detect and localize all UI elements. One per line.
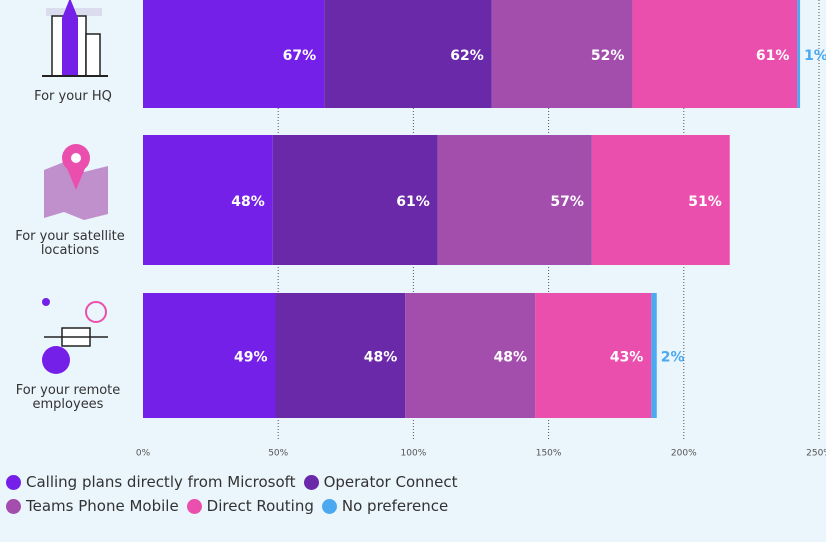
legend: Calling plans directly from Microsoft Ope… (6, 470, 646, 518)
legend-label: Operator Connect (323, 473, 458, 491)
legend-swatch (6, 474, 21, 490)
legend-label: No preference (341, 497, 449, 515)
data-label: 48% (364, 350, 398, 366)
legend-label: Teams Phone Mobile (26, 497, 179, 515)
legend-item: Operator Connect (303, 470, 458, 494)
x-tick-label: 0% (136, 449, 151, 459)
bar-segment (437, 135, 592, 265)
bar-segment (143, 0, 325, 108)
bar-segment (632, 0, 798, 108)
data-label: 48% (494, 350, 528, 366)
bar-segment (324, 0, 492, 108)
data-label: 52% (591, 48, 625, 64)
category-label: For your HQ (34, 89, 112, 104)
legend-item: Direct Routing (186, 494, 314, 518)
legend-label: Calling plans directly from Microsoft (26, 473, 296, 491)
bar-segment (272, 135, 438, 265)
legend-swatch (321, 498, 337, 514)
legend-item: Calling plans directly from Microsoft (6, 470, 296, 494)
bar-segment (491, 0, 633, 108)
x-tick-label: 50% (268, 449, 288, 459)
data-label: 61% (756, 48, 790, 64)
data-label: 62% (450, 48, 484, 64)
icon-satellite (44, 144, 108, 220)
legend-label: Direct Routing (206, 497, 314, 515)
bar-segment (405, 293, 536, 418)
bar-segment (275, 293, 406, 418)
legend-swatch (186, 498, 202, 514)
data-label: 2% (661, 350, 685, 366)
bar-segment (591, 135, 730, 265)
data-label: 51% (688, 194, 722, 210)
legend-swatch (303, 474, 319, 490)
bar-segment (535, 293, 652, 418)
x-tick-label: 100% (401, 449, 427, 459)
bar-segment (651, 293, 657, 418)
data-label: 61% (396, 194, 430, 210)
data-label: 49% (234, 350, 268, 366)
data-label: 1% (804, 48, 826, 64)
category-label: For your remote employees (15, 383, 121, 412)
category-label: For your satellite locations (15, 229, 125, 258)
x-tick-label: 200% (671, 449, 697, 459)
x-tick-label: 250% (806, 449, 826, 459)
x-tick-label: 150% (536, 449, 562, 459)
data-label: 57% (550, 194, 584, 210)
bar-segment (143, 293, 276, 418)
icon-hq (42, 0, 108, 77)
legend-swatch (6, 498, 21, 514)
bar-segment (143, 135, 273, 265)
legend-item: Teams Phone Mobile (6, 494, 179, 518)
data-label: 43% (610, 350, 644, 366)
data-label: 48% (231, 194, 265, 210)
bar-segment (797, 0, 801, 108)
data-label: 67% (283, 48, 317, 64)
legend-item: No preference (321, 494, 449, 518)
icon-remote (42, 298, 108, 374)
